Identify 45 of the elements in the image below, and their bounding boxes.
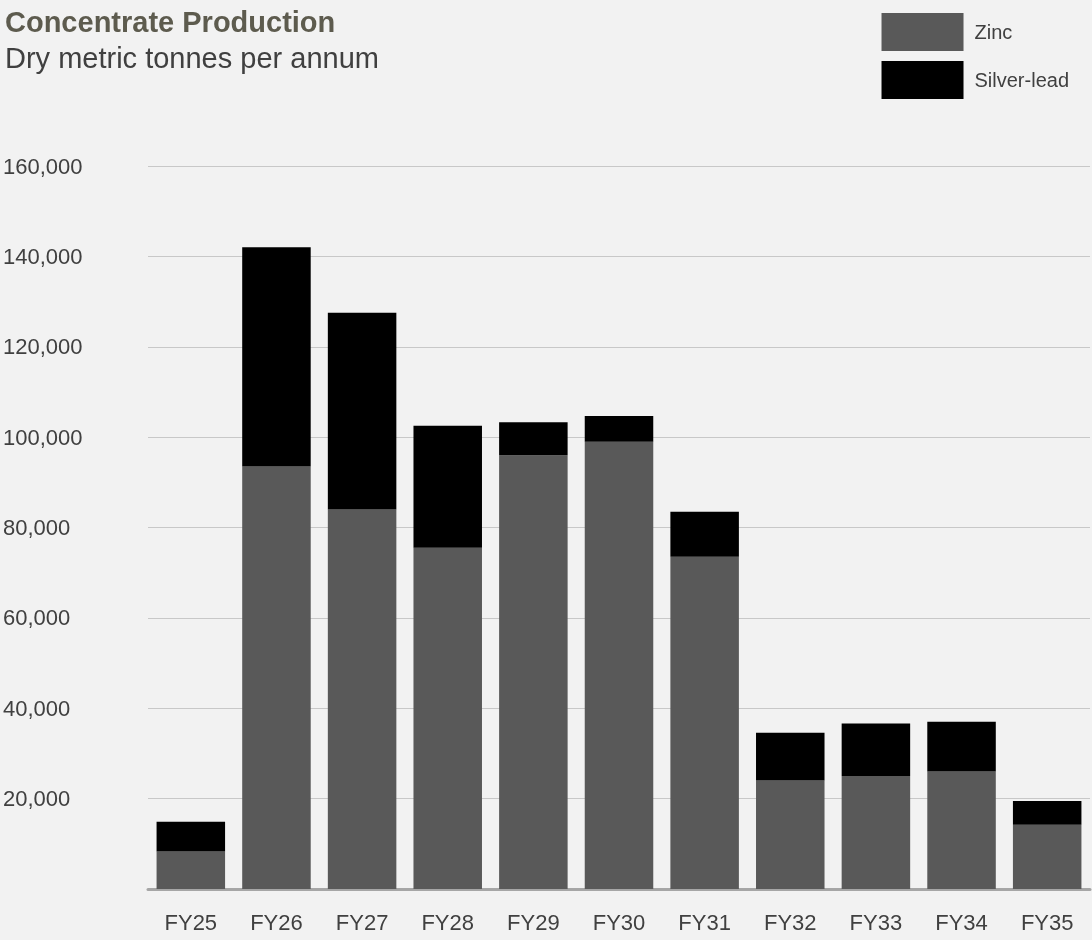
bar [156, 851, 226, 889]
x-tick-label: FY32 [763, 909, 817, 935]
x-tick-label: FY35 [1020, 909, 1074, 935]
bar [413, 425, 482, 548]
bar [756, 732, 825, 781]
chart-subtitle: Dry metric tonnes per annum [5, 41, 379, 74]
y-tick-label: 60,000 [3, 605, 71, 631]
x-tick-label: FY30 [592, 909, 646, 935]
bar [927, 721, 996, 772]
bar [327, 509, 397, 889]
bar [927, 771, 996, 889]
bar [156, 821, 226, 852]
bar [1012, 824, 1082, 889]
bar [841, 723, 911, 777]
bar [413, 547, 482, 889]
bar [327, 312, 397, 510]
x-tick-label: FY33 [849, 909, 903, 935]
y-tick-label: 160,000 [3, 153, 83, 179]
legend-label: Silver-lead [974, 69, 1069, 91]
bar [499, 455, 568, 889]
y-tick-label: 80,000 [3, 515, 71, 540]
bar [1012, 800, 1082, 825]
x-tick-label: FY28 [421, 909, 475, 935]
bar [499, 422, 568, 456]
bar [584, 415, 654, 442]
y-tick-label: 120,000 [3, 334, 83, 360]
x-tick-label: FY29 [507, 909, 560, 935]
legend-label: Zinc [974, 21, 1013, 43]
x-tick-label: FY25 [164, 909, 218, 935]
x-tick-label: FY27 [335, 909, 389, 935]
bar [670, 511, 739, 557]
bar [242, 466, 311, 889]
x-tick-label: FY26 [250, 909, 303, 935]
x-tick-label: FY31 [678, 909, 731, 935]
y-tick-label: 20,000 [3, 786, 71, 812]
chart-title: Concentrate Production [5, 5, 336, 38]
y-tick-label: 100,000 [3, 424, 83, 450]
bar [670, 556, 739, 889]
x-tick-label: FY34 [935, 909, 988, 935]
bar [584, 441, 654, 889]
bar [841, 776, 911, 889]
bar [756, 780, 825, 889]
bar [242, 247, 311, 467]
y-tick-label: 40,000 [3, 695, 71, 721]
y-tick-label: 140,000 [3, 243, 83, 269]
